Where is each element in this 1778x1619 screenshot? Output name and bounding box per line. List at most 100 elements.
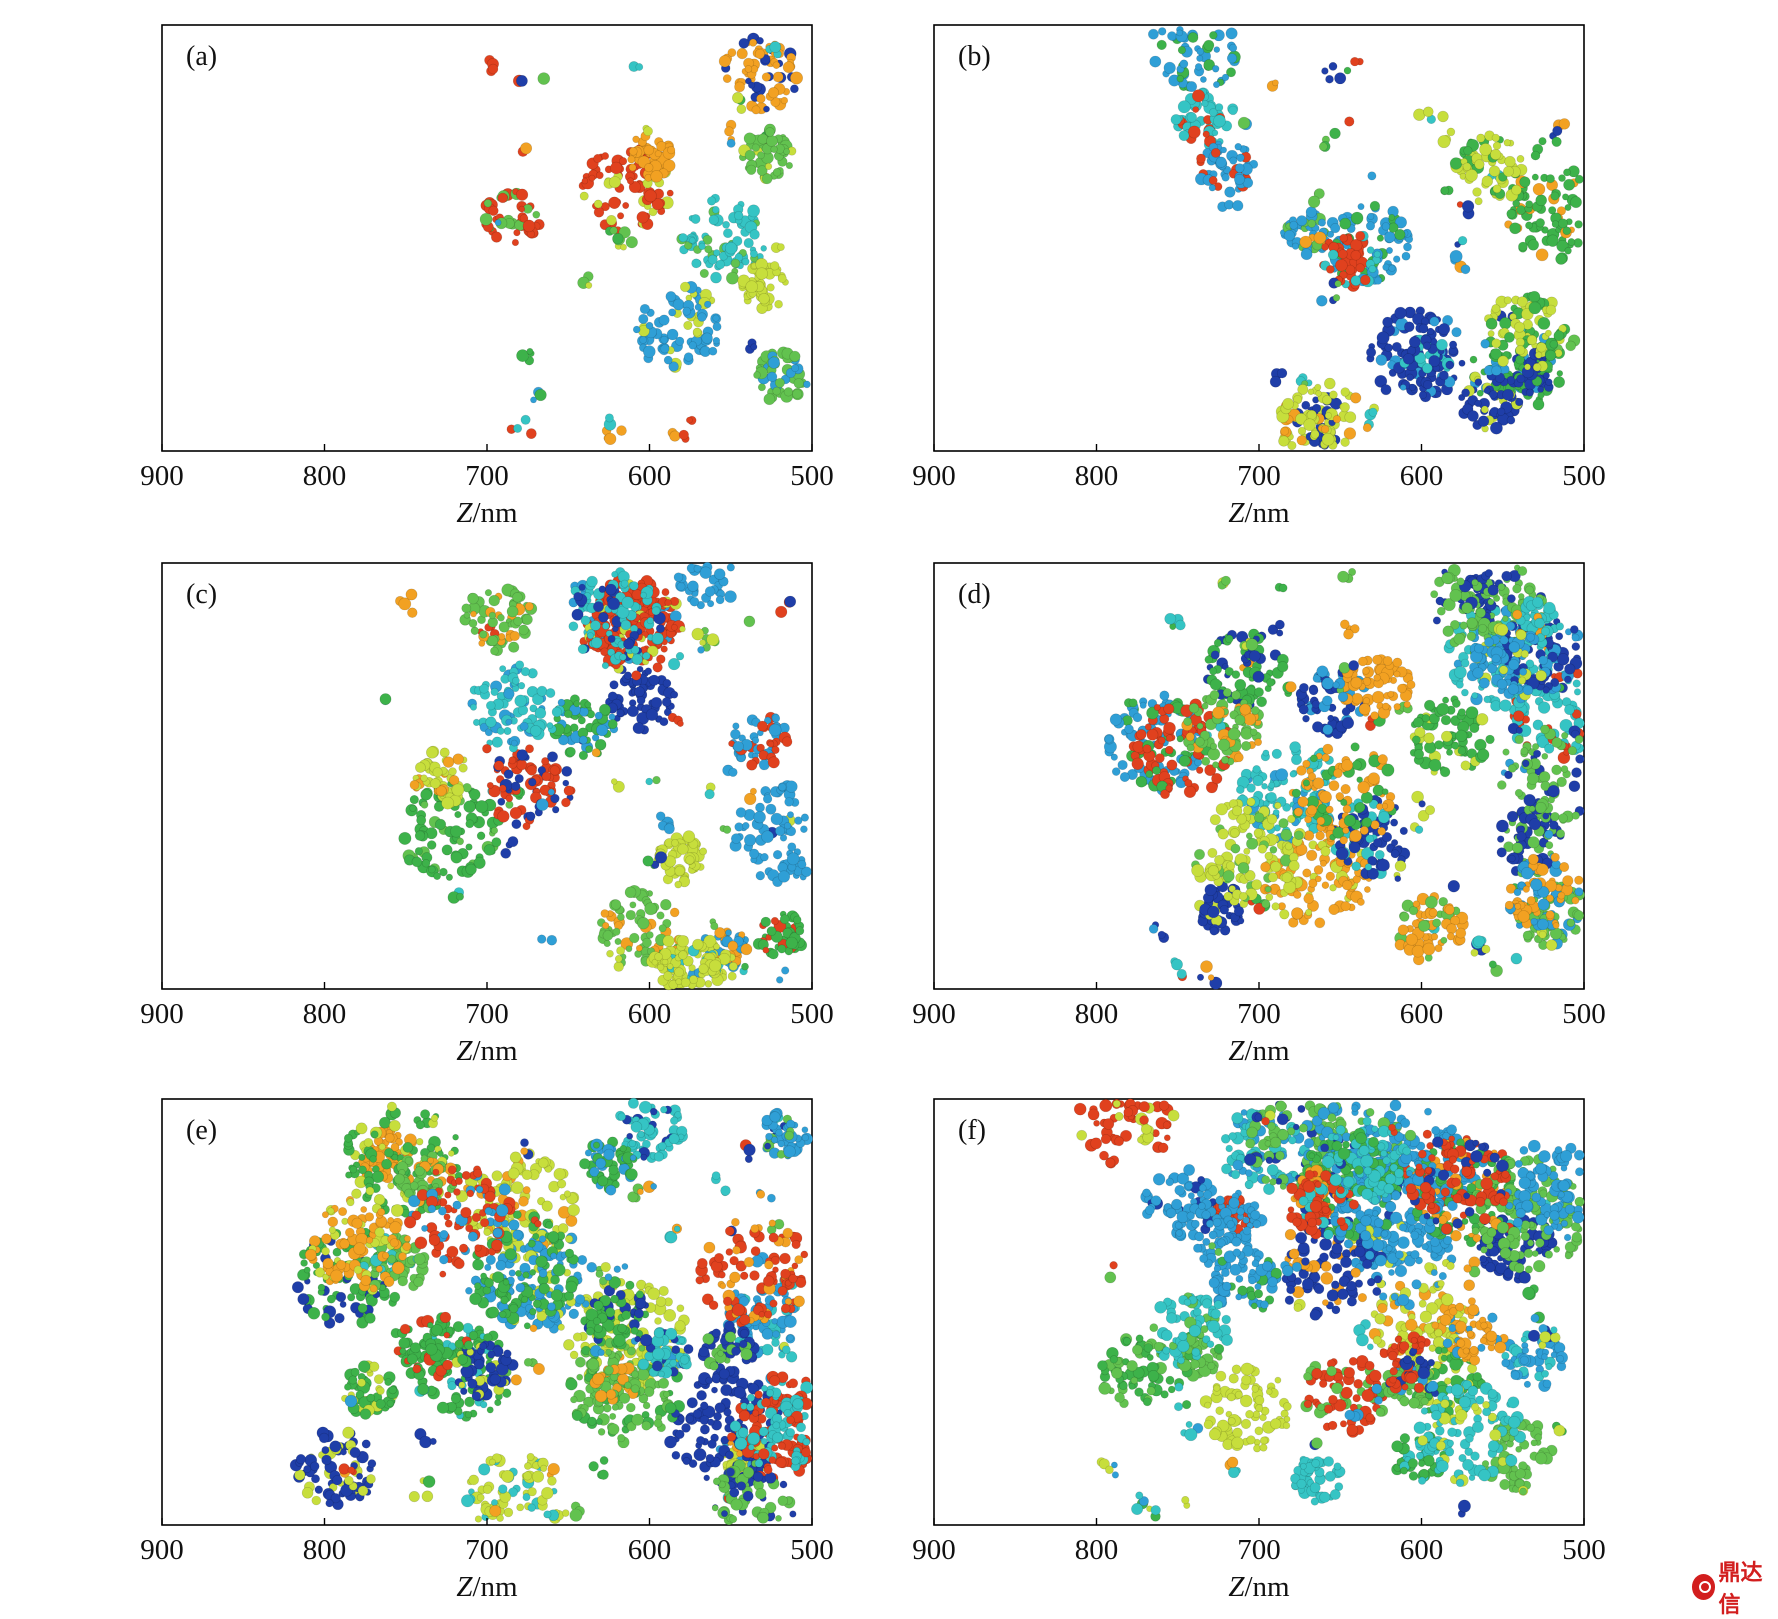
- particle-sphere: [514, 617, 523, 626]
- particle-sphere: [1559, 175, 1566, 182]
- particle-sphere: [1461, 265, 1470, 274]
- particle-sphere: [671, 624, 677, 630]
- particle-sphere: [633, 326, 640, 333]
- particle-sphere: [1524, 794, 1536, 806]
- particle-sphere: [1488, 330, 1494, 336]
- particle-sphere: [657, 964, 664, 971]
- particle-sphere: [750, 230, 760, 240]
- particle-sphere: [428, 866, 435, 873]
- particle-sphere: [1270, 376, 1281, 387]
- particle-sphere: [1539, 771, 1550, 782]
- particle-sphere: [667, 146, 675, 154]
- particle-sphere: [1398, 925, 1408, 935]
- particle-sphere: [456, 893, 463, 900]
- particle-sphere: [1230, 828, 1239, 837]
- particle-sphere: [677, 721, 683, 727]
- particle-sphere: [1311, 430, 1319, 438]
- particle-sphere: [1435, 741, 1444, 750]
- particle-sphere: [1330, 223, 1340, 233]
- particle-sphere: [1272, 749, 1282, 759]
- particle-sphere: [1303, 715, 1310, 722]
- particle-sphere: [1572, 897, 1579, 904]
- particle-sphere: [489, 612, 496, 619]
- particle-sphere: [488, 636, 498, 646]
- particle-sphere: [790, 72, 802, 84]
- particle-sphere: [1254, 688, 1263, 697]
- particle-sphere: [459, 764, 468, 773]
- particle-sphere: [679, 951, 688, 960]
- particle-sphere: [691, 214, 700, 223]
- particle-sphere: [1315, 384, 1321, 390]
- particle-sphere: [785, 596, 796, 607]
- particle-sphere: [521, 667, 530, 676]
- particle-sphere: [693, 328, 701, 336]
- particle-sphere: [1205, 884, 1217, 896]
- particle-sphere: [578, 717, 585, 724]
- particle-sphere: [487, 782, 493, 788]
- particle-sphere: [1528, 854, 1538, 864]
- particle-sphere: [690, 597, 699, 606]
- particle-sphere: [1409, 336, 1420, 347]
- particle-sphere: [1275, 620, 1284, 629]
- particle-sphere: [1216, 804, 1228, 816]
- particle-sphere: [1447, 924, 1457, 934]
- particle-sphere: [1518, 677, 1525, 684]
- particle-sphere: [1526, 389, 1533, 396]
- particle-sphere: [1545, 830, 1554, 839]
- particle-sphere: [1500, 317, 1512, 329]
- particle-sphere: [510, 807, 522, 819]
- particle-sphere: [1383, 656, 1392, 665]
- particle-sphere: [1508, 764, 1516, 772]
- particle-sphere: [1201, 961, 1213, 973]
- particle-sphere: [711, 272, 722, 283]
- particle-sphere: [634, 687, 644, 697]
- particle-sphere: [552, 806, 559, 813]
- particle-sphere: [1318, 219, 1325, 226]
- particle-sphere: [1502, 616, 1508, 622]
- particle-sphere: [1252, 880, 1262, 890]
- particle-sphere: [1267, 679, 1275, 687]
- particle-sphere: [1322, 433, 1334, 445]
- particle-sphere: [1574, 689, 1581, 696]
- particle-sphere: [749, 39, 756, 46]
- particle-sphere: [1498, 356, 1509, 367]
- particle-sphere: [1323, 744, 1333, 754]
- particle-sphere: [1488, 599, 1494, 605]
- particle-sphere: [1321, 425, 1329, 433]
- particle-sphere: [750, 250, 757, 257]
- particle-sphere: [762, 831, 774, 843]
- particle-sphere: [518, 682, 525, 689]
- particle-sphere: [1143, 745, 1151, 753]
- particle-sphere: [1462, 200, 1474, 212]
- particle-sphere: [627, 706, 638, 717]
- particle-sphere: [723, 229, 732, 238]
- particle-sphere: [684, 321, 693, 330]
- particle-sphere: [651, 170, 663, 182]
- particle-sphere: [768, 87, 779, 98]
- particle-sphere: [512, 819, 521, 828]
- particle-sphere: [1554, 377, 1565, 388]
- particle-sphere: [728, 49, 736, 57]
- particle-sphere: [1521, 748, 1528, 755]
- particle-sphere: [1446, 749, 1452, 755]
- particle-sphere: [490, 647, 498, 655]
- particle-sphere: [1497, 848, 1507, 858]
- particle-sphere: [1338, 692, 1348, 702]
- particle-sphere: [686, 856, 695, 865]
- particle-sphere: [581, 616, 590, 625]
- particle-sphere: [523, 220, 535, 232]
- particle-sphere: [1477, 749, 1489, 761]
- particle-sphere: [776, 977, 783, 984]
- particle-sphere: [1435, 945, 1442, 952]
- particle-sphere: [594, 200, 602, 208]
- particle-sphere: [692, 628, 704, 640]
- particle-sphere: [1238, 862, 1249, 873]
- particle-sphere: [1152, 766, 1160, 774]
- particle-sphere: [646, 932, 653, 939]
- particle-sphere: [778, 871, 790, 883]
- particle-sphere: [1305, 909, 1312, 916]
- particle-sphere: [1475, 400, 1482, 407]
- particle-sphere: [723, 826, 731, 834]
- particle-sphere: [380, 694, 391, 705]
- particle-sphere: [1315, 876, 1321, 882]
